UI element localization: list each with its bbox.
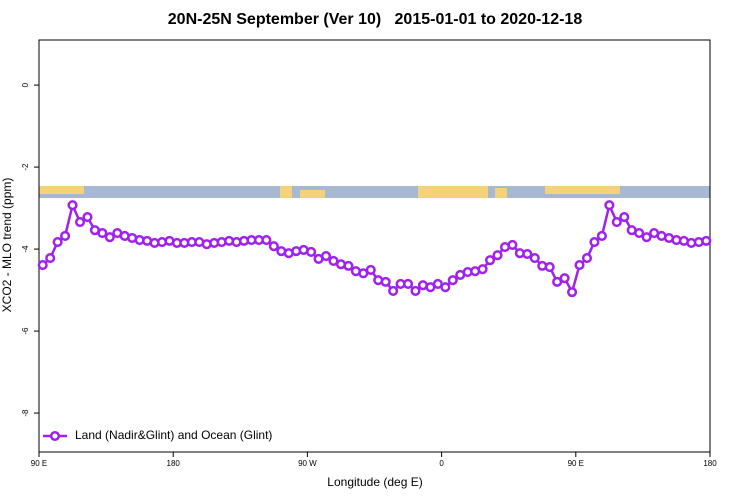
- data-point: [410, 285, 421, 296]
- data-point: [343, 260, 354, 271]
- data-point: [574, 260, 585, 271]
- legend-label: Land (Nadir&Glint) and Ocean (Glint): [75, 428, 272, 442]
- data-point: [104, 232, 115, 243]
- data-point: [97, 228, 108, 239]
- data-point: [52, 237, 63, 248]
- data-point: [604, 200, 615, 211]
- data-point: [60, 230, 71, 242]
- data-point: [82, 212, 93, 223]
- data-point: [268, 241, 279, 252]
- chart-title: 20N-25N September (Ver 10) 2015-01-01 to…: [168, 11, 583, 28]
- data-point: [306, 246, 317, 257]
- data-point: [45, 253, 56, 264]
- data-point: [619, 212, 630, 223]
- data-point: [403, 278, 414, 289]
- data-point: [529, 253, 540, 264]
- data-point: [37, 260, 48, 271]
- legend-marker: [49, 430, 61, 442]
- data-point: [320, 250, 332, 262]
- data-point: [701, 235, 712, 246]
- y-tick-label: -2: [21, 163, 30, 171]
- y-tick-label: 0: [21, 82, 30, 87]
- data-point: [388, 285, 399, 296]
- data-point: [485, 255, 496, 266]
- data-point: [634, 228, 645, 239]
- data-point: [559, 273, 570, 284]
- x-tick-label: 90 E: [568, 459, 584, 468]
- data-point: [440, 282, 451, 293]
- data-point: [544, 262, 555, 273]
- data-point: [477, 264, 488, 275]
- y-tick-label: -6: [21, 327, 30, 335]
- data-point: [67, 200, 78, 211]
- data-point: [611, 216, 622, 228]
- data-point: [581, 253, 593, 264]
- data-point: [522, 248, 533, 260]
- data-point: [507, 239, 518, 251]
- data-point: [261, 235, 272, 246]
- plot-frame: [38, 39, 711, 453]
- x-tick-label: 180: [703, 459, 717, 468]
- x-tick-label: 0: [439, 459, 444, 468]
- data-point: [492, 250, 503, 261]
- x-tick-label: 90 W: [298, 459, 317, 468]
- data-point: [589, 237, 600, 248]
- x-axis-label: Longitude (deg E): [327, 475, 422, 489]
- data-point: [552, 276, 563, 287]
- y-axis-label: XCO2 - MLO trend (ppm): [0, 178, 14, 313]
- data-point: [74, 216, 86, 228]
- data-point: [380, 276, 391, 287]
- x-tick-label: 90 E: [31, 459, 47, 468]
- y-tick-label: -4: [21, 245, 30, 253]
- data-point: [365, 264, 376, 276]
- data-point: [596, 230, 607, 242]
- x-tick-label: 180: [167, 459, 181, 468]
- y-tick-label: -8: [21, 409, 30, 417]
- data-point: [447, 275, 458, 286]
- data-point: [641, 232, 652, 243]
- map-strip: [39, 186, 710, 198]
- data-point: [567, 287, 578, 298]
